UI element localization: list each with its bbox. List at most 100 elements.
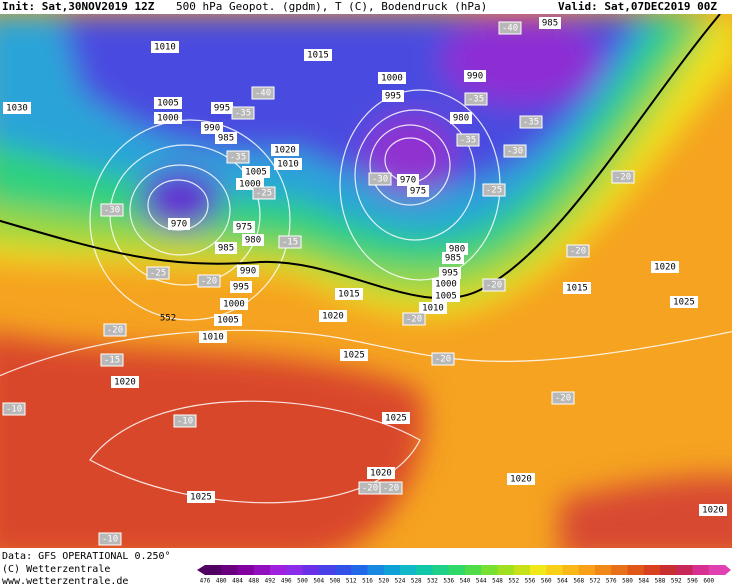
- contour-552: [0, 14, 721, 300]
- pressure-label: 995: [442, 269, 458, 279]
- scale-label: 552: [508, 578, 519, 585]
- scale-label: 564: [557, 578, 568, 585]
- scale-swatch: [595, 565, 612, 575]
- pressure-label: 1020: [114, 378, 136, 388]
- scale-label: 540: [460, 578, 471, 585]
- scale-label: 576: [606, 578, 617, 585]
- temperature-label: -20: [201, 277, 217, 287]
- scale-label: 528: [411, 578, 422, 585]
- temperature-label-box: [368, 172, 392, 186]
- scale-label: 504: [313, 578, 324, 585]
- scale-swatch: [578, 565, 596, 575]
- temperature-label: -20: [486, 281, 502, 291]
- scale-label: 476: [200, 578, 211, 585]
- temperature-label: -20: [570, 247, 586, 257]
- pressure-label-box: [168, 218, 190, 230]
- pressure-label: 1000: [435, 280, 457, 290]
- pressure-label-box: [3, 102, 31, 114]
- temperature-label: -35: [468, 95, 484, 105]
- pressure-label-box: [233, 221, 255, 233]
- pressure-label-box: [439, 267, 461, 279]
- pressure-label-box: [539, 17, 561, 29]
- pressure-label-box: [201, 122, 223, 134]
- pressure-label: 990: [467, 72, 483, 82]
- temperature-label-box: [431, 352, 455, 366]
- pressure-label: 1025: [673, 298, 695, 308]
- pressure-label-box: [419, 302, 447, 314]
- temperature-label: -25: [486, 186, 502, 196]
- pressure-label: 985: [445, 254, 461, 264]
- temperature-label: -10: [177, 417, 193, 427]
- temperature-label-box: [611, 170, 635, 184]
- pressure-label-box: [214, 314, 242, 326]
- pressure-label: 975: [236, 223, 252, 233]
- temperature-label: -35: [460, 136, 476, 146]
- pressure-label-box: [199, 331, 227, 343]
- scale-label: 508: [330, 578, 341, 585]
- pressure-label: 1025: [190, 493, 212, 503]
- scale-swatch: [497, 565, 515, 575]
- scale-label: 492: [265, 578, 276, 585]
- pressure-label: 1000: [157, 114, 179, 124]
- color-scale: 476 480 484 488 492 496 500 504 508 512 516 520 524 5…: [197, 565, 731, 585]
- pressure-label-box: [151, 41, 179, 53]
- pressure-label-box: [211, 102, 233, 114]
- scale-swatch: [286, 565, 303, 575]
- pressure-label: 980: [245, 236, 261, 246]
- copyright-text: (C) Wetterzentrale: [2, 564, 110, 575]
- scale-swatch: [708, 565, 726, 575]
- scale-swatch: [221, 565, 238, 575]
- pressure-label: 990: [204, 124, 220, 134]
- temperature-label-box: [379, 481, 403, 495]
- scale-swatch: [432, 565, 450, 575]
- pressure-label: 1005: [245, 168, 267, 178]
- temperature-label: -20: [362, 484, 378, 494]
- scale-swatch: [627, 565, 645, 575]
- pressure-label: 1020: [510, 475, 532, 485]
- pressure-label: 1025: [385, 414, 407, 424]
- pressure-label: 1015: [566, 284, 588, 294]
- temperature-label-box: [252, 186, 276, 200]
- scale-swatch: [660, 565, 677, 575]
- temperature-label-box: [231, 106, 255, 120]
- scale-label: 524: [395, 578, 406, 585]
- pressure-label: 1020: [274, 146, 296, 156]
- temperature-label-box: [551, 391, 575, 405]
- pressure-label: 1005: [217, 316, 239, 326]
- url-text: www.wetterzentrale.de: [2, 576, 128, 587]
- temperature-label: -35: [523, 118, 539, 128]
- scale-label: 572: [590, 578, 601, 585]
- temperature-label: -20: [383, 484, 399, 494]
- temperature-label-box: [197, 274, 221, 288]
- pressure-label-box: [670, 296, 698, 308]
- scale-label: 512: [346, 578, 357, 585]
- source-text: Data: GFS OPERATIONAL 0.250°: [2, 551, 171, 562]
- pressure-label-box: [154, 97, 182, 109]
- pressure-label-box: [230, 281, 252, 293]
- scale-swatch: [513, 565, 531, 575]
- pressure-label-box: [304, 49, 332, 61]
- pressure-label: 1000: [239, 180, 261, 190]
- pressure-label-box: [215, 242, 237, 254]
- scale-swatch: [448, 565, 466, 575]
- temperature-label-box: [103, 323, 127, 337]
- pressure-label-box: [442, 252, 464, 264]
- pressure-label: 1010: [277, 160, 299, 170]
- pressure-label: 985: [542, 19, 558, 29]
- temperature-label-box: [566, 244, 590, 258]
- temperature-label-box: [173, 414, 197, 428]
- scale-label: 600: [703, 578, 714, 585]
- pressure-label: 1000: [381, 74, 403, 84]
- scale-swatch: [383, 565, 401, 575]
- scale-label: 548: [492, 578, 503, 585]
- temperature-label: -35: [235, 109, 251, 119]
- pressure-label-box: [507, 473, 535, 485]
- temperature-label-box: [278, 235, 302, 249]
- temperature-label: -30: [104, 206, 120, 216]
- temperature-label-box: [503, 144, 527, 158]
- scale-label: 560: [541, 578, 552, 585]
- pressure-label-box: [407, 185, 429, 197]
- scale-swatch: [270, 565, 287, 575]
- temperature-label-box: [146, 266, 170, 280]
